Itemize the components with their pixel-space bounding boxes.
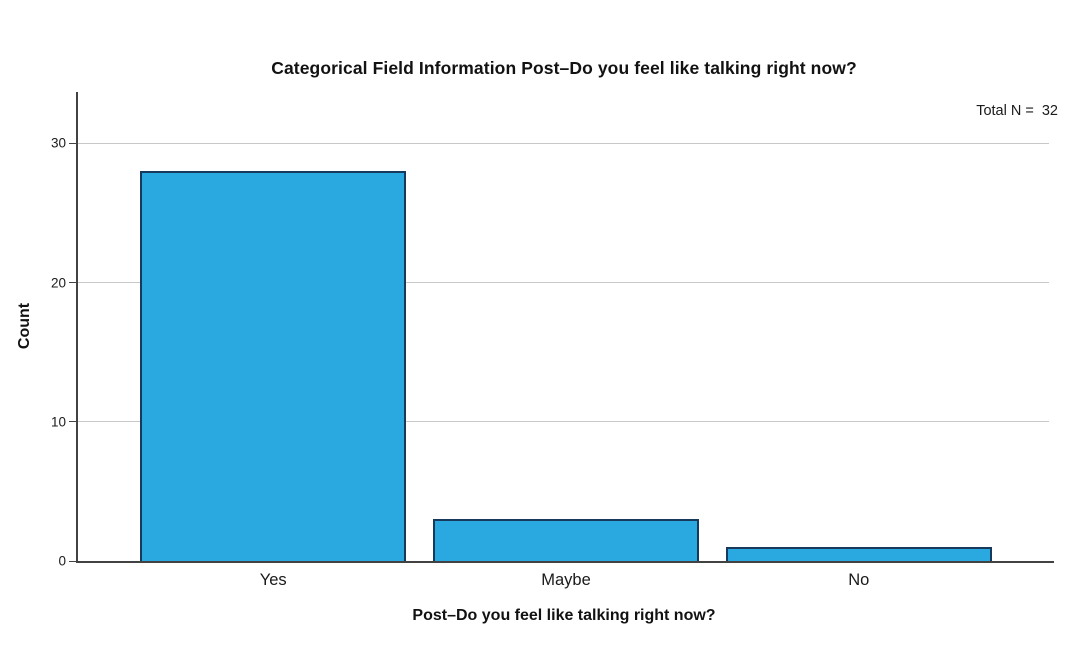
plot-area: 0 10 20 30 Yes Maybe No <box>51 92 1054 589</box>
x-category-label-no: No <box>848 571 870 589</box>
x-axis-label: Post–Do you feel like talking right now? <box>412 607 716 624</box>
y-axis-tick-0 <box>69 560 76 562</box>
bar-maybe <box>432 519 700 561</box>
chart-title: Categorical Field Information Post–Do yo… <box>271 58 857 78</box>
x-category-label-maybe: Maybe <box>541 571 591 589</box>
gridline-30 <box>78 142 1049 144</box>
y-tick-label-10: 10 <box>50 414 66 430</box>
y-tick-label-0: 0 <box>58 553 66 569</box>
bar-no <box>725 547 992 561</box>
total-n-annotation: Total N = 32 <box>976 103 1058 119</box>
bar-yes <box>139 171 407 561</box>
gridline-20 <box>78 282 1049 284</box>
x-category-label-yes: Yes <box>259 571 287 589</box>
gridline-10 <box>78 421 1049 423</box>
y-axis-tick-20 <box>69 282 76 284</box>
y-axis-tick-30 <box>69 142 76 144</box>
y-tick-label-20: 20 <box>50 275 66 291</box>
y-axis-tick-10 <box>69 421 76 423</box>
y-axis-label: Count <box>16 302 33 350</box>
y-tick-label-30: 30 <box>50 135 66 151</box>
